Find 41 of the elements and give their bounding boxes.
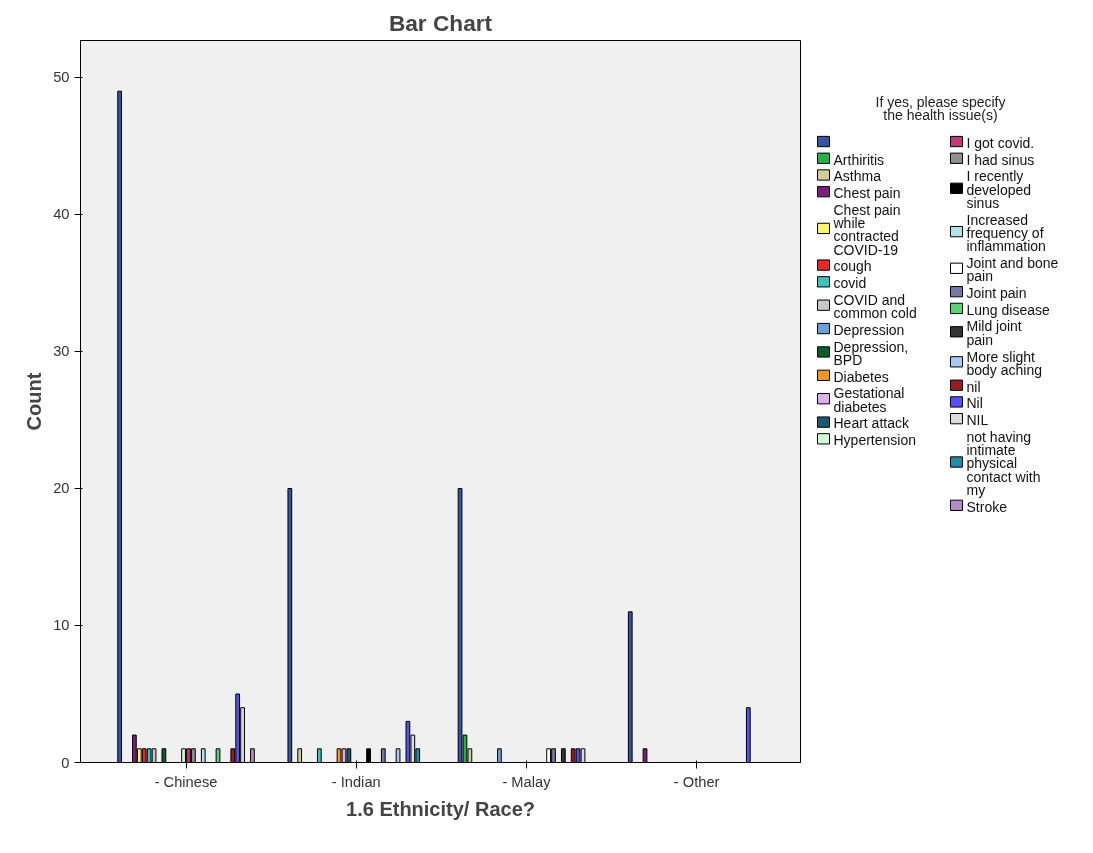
legend-label: Chest pain bbox=[833, 185, 901, 202]
chart-title: Bar Chart bbox=[388, 9, 493, 36]
legend-label: Diabetes bbox=[833, 368, 889, 385]
x-tick-label: - Malay bbox=[502, 773, 552, 790]
legend-label: Joint pain bbox=[966, 285, 1027, 302]
legend-label: Gestational diabetes bbox=[833, 385, 905, 415]
x-tick-label: - Indian bbox=[331, 773, 381, 790]
y-tick-label: 50 bbox=[53, 69, 70, 86]
legend-label: Depression, BPD bbox=[833, 338, 909, 368]
legend-label: Asthma bbox=[833, 168, 882, 185]
x-tick-label: - Chinese bbox=[154, 773, 218, 790]
y-tick-label: 20 bbox=[53, 480, 70, 497]
legend-label: Joint and bone pain bbox=[966, 255, 1059, 285]
legend-label: Heart attack bbox=[833, 415, 910, 432]
y-tick-label: 10 bbox=[53, 617, 70, 634]
x-axis-title: 1.6 Ethnicity/ Race? bbox=[346, 797, 535, 820]
legend-label: cough bbox=[833, 258, 872, 275]
legend-label: I recently developed sinus bbox=[966, 168, 1032, 211]
legend-label: nil bbox=[966, 378, 981, 395]
legend-title: If yes, please specify the health issue(s) bbox=[875, 93, 1006, 123]
legend-label: Chest pain while contracted COVID-19 bbox=[832, 201, 901, 258]
legend-label: covid bbox=[833, 275, 867, 292]
legend-label: not having intimate physical contact with my bbox=[966, 428, 1041, 498]
y-tick-label: 30 bbox=[53, 343, 70, 360]
legend-label: COVID and common cold bbox=[833, 291, 917, 322]
legend-label: More slight body aching bbox=[966, 348, 1043, 378]
legend-label: Arthiritis bbox=[833, 151, 885, 168]
legend-label: Stroke bbox=[966, 498, 1008, 515]
y-tick-label: 0 bbox=[61, 754, 70, 771]
legend-label: Nil bbox=[966, 395, 983, 412]
x-tick-label: - Other bbox=[673, 773, 720, 790]
y-axis-title: Count bbox=[23, 372, 46, 431]
legend-label: Mild joint pain bbox=[966, 318, 1022, 348]
legend-label: NIL bbox=[966, 412, 989, 429]
legend-label: Hypertension bbox=[833, 432, 916, 449]
legend-label: I had sinus bbox=[966, 151, 1035, 168]
y-tick-label: 40 bbox=[53, 206, 70, 223]
legend-label: I got covid. bbox=[966, 134, 1035, 151]
legend-label: Increased frequency of inflammation bbox=[966, 211, 1046, 255]
legend-label: Lung disease bbox=[966, 301, 1050, 318]
legend-label: Depression bbox=[833, 321, 905, 338]
